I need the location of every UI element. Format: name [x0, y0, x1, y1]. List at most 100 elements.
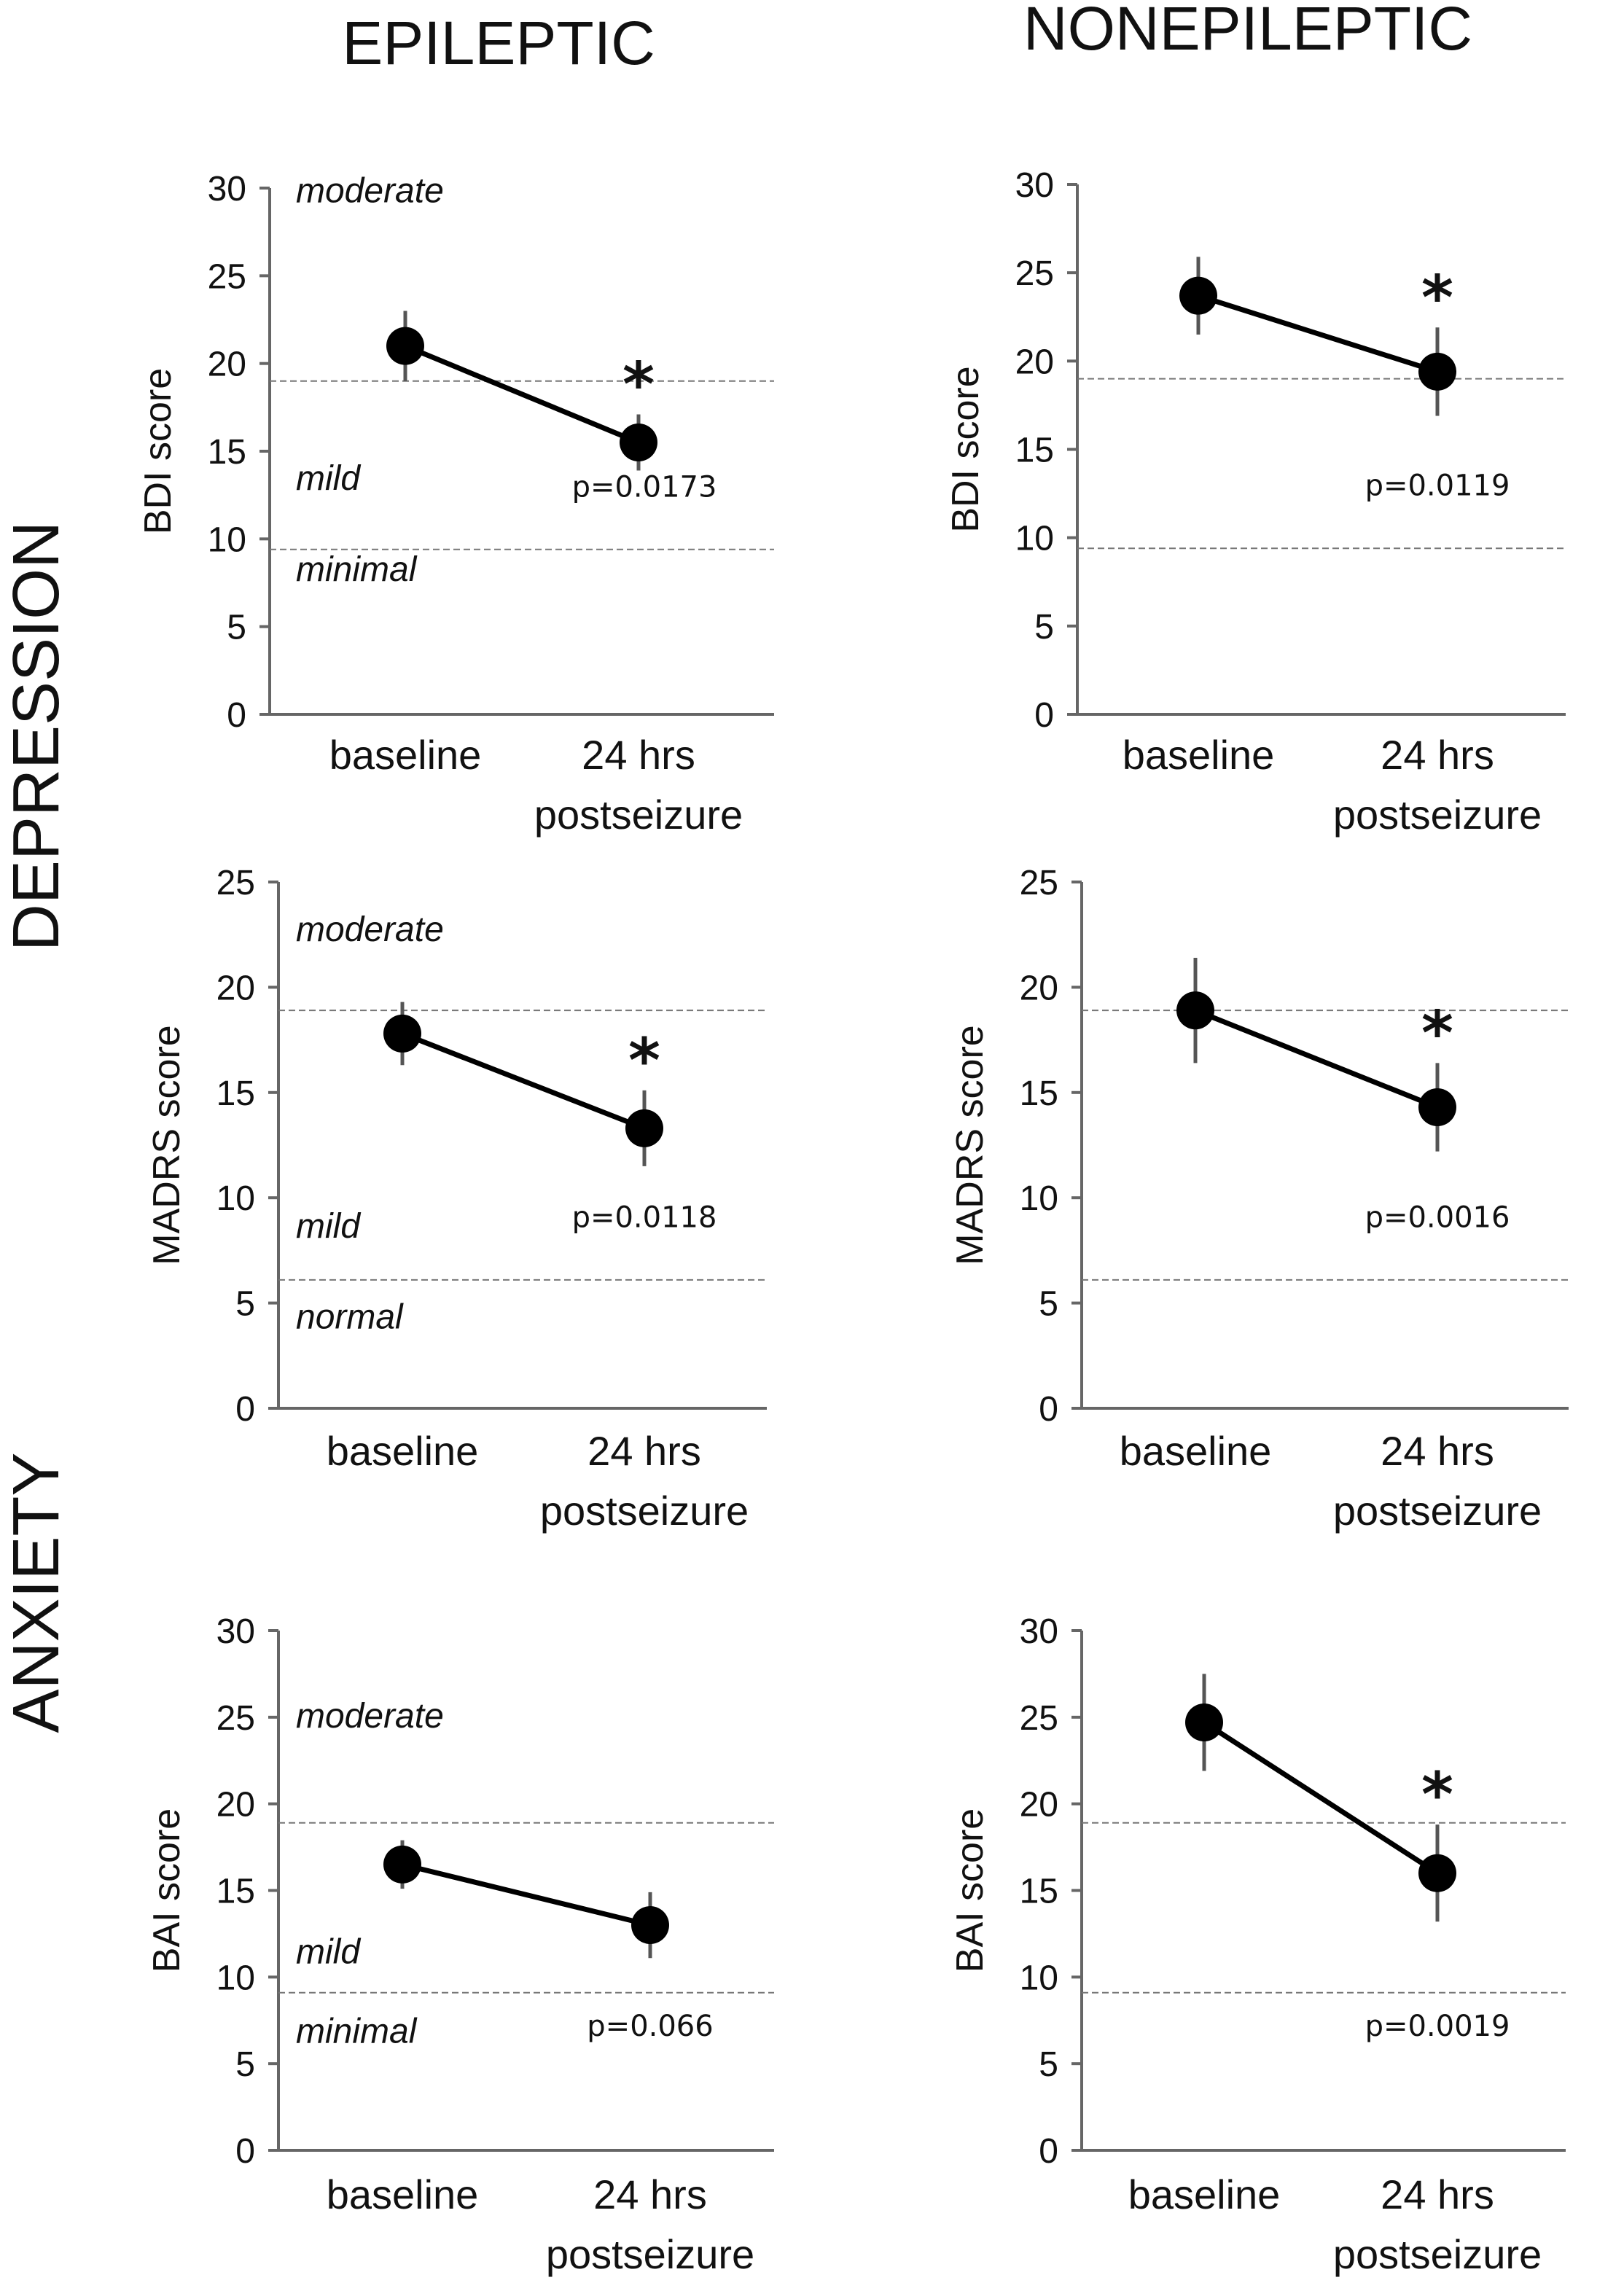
y-axis-label: BAI score: [146, 1808, 188, 1972]
severity-label-minimal: minimal: [296, 550, 418, 589]
category-label: baseline: [327, 1428, 479, 1474]
chart-bai-nonepileptic: 0 5 10 15 20 25 30 BAI score baseline 24 hrs posts…: [949, 1612, 1566, 2277]
category-label: baseline: [1120, 1428, 1272, 1474]
y-axis-label: MADRS score: [146, 1025, 188, 1265]
data-point: [1179, 276, 1217, 315]
severity-label-minimal: minimal: [296, 2013, 418, 2051]
y-tick-label: 10: [1020, 1179, 1058, 1218]
y-tick-label: 5: [235, 1285, 255, 1324]
data-point: [383, 1014, 421, 1053]
severity-label-mild: mild: [296, 1932, 361, 1971]
y-axis-label: BDI score: [945, 366, 987, 532]
significance-star: *: [628, 1025, 660, 1096]
series-line: [1203, 1720, 1439, 1876]
column-title-epileptic: EPILEPTIC: [342, 9, 655, 77]
data-point: [1418, 352, 1456, 391]
y-tick-label: 15: [1020, 1074, 1058, 1113]
p-value-label: p=0.0119: [1365, 469, 1510, 503]
y-tick-label: 0: [1039, 2132, 1058, 2171]
p-value-label: p=0.066: [587, 2010, 713, 2043]
y-tick-label: 20: [216, 1786, 255, 1824]
row-title-anxiety: ANXIETY: [0, 1452, 73, 1733]
category-label: postseizure: [546, 2231, 754, 2277]
category-label: baseline: [329, 732, 482, 778]
severity-label-moderate: moderate: [296, 1697, 444, 1736]
significance-star: *: [1421, 997, 1453, 1069]
data-point: [625, 1109, 663, 1147]
y-tick-label: 25: [1020, 1699, 1058, 1738]
y-axis-label: MADRS score: [949, 1025, 991, 1265]
series-line: [404, 343, 640, 445]
data-point: [1185, 1703, 1223, 1741]
chart-bdi-epileptic: 0 5 10 15 20 25 30 BDI score moderate mild minimal…: [137, 170, 774, 838]
category-label: 24 hrs: [582, 732, 695, 778]
y-tick-label: 20: [1015, 343, 1054, 381]
y-tick-label: 20: [208, 346, 246, 384]
severity-label-mild: mild: [296, 1207, 361, 1246]
y-tick-label: 20: [1020, 969, 1058, 1007]
column-title-nonepileptic: NONEPILEPTIC: [1023, 0, 1472, 63]
data-point: [386, 327, 424, 365]
series-line: [402, 1862, 651, 1928]
y-tick-label: 0: [227, 696, 246, 735]
series-line: [401, 1031, 646, 1131]
category-label: 24 hrs: [1381, 2171, 1494, 2217]
y-tick-label: 20: [216, 969, 255, 1007]
y-tick-label: 10: [216, 1179, 255, 1218]
severity-label-moderate: moderate: [296, 171, 444, 210]
p-value-label: p=0.0019: [1365, 2010, 1510, 2043]
y-tick-label: 20: [1020, 1786, 1058, 1824]
y-tick-label: 25: [1020, 864, 1058, 902]
category-label: postseizure: [1333, 1488, 1542, 1534]
data-point: [1176, 991, 1214, 1030]
severity-label-mild: mild: [296, 459, 361, 498]
row-title-depression: DEPRESSION: [0, 521, 73, 951]
data-point: [631, 1906, 669, 1945]
category-label: postseizure: [534, 792, 743, 838]
data-point: [1418, 1088, 1456, 1127]
category-label: postseizure: [1333, 792, 1542, 838]
category-label: baseline: [1128, 2171, 1281, 2217]
y-axis-label: BAI score: [949, 1808, 991, 1972]
y-tick-label: 10: [216, 1959, 255, 1997]
data-point: [383, 1845, 421, 1884]
y-tick-label: 5: [1039, 1285, 1058, 1324]
y-tick-label: 25: [216, 864, 255, 902]
category-label: postseizure: [540, 1488, 749, 1534]
chart-madrs-epileptic: 0 5 10 15 20 25 MADRS score moderate mild normal b…: [146, 864, 767, 1534]
y-tick-label: 5: [1034, 608, 1054, 647]
chart-bdi-nonepileptic: 0 5 10 15 20 25 30 BDI score baseline 24 hrs posts…: [945, 166, 1566, 838]
y-tick-label: 0: [1039, 1390, 1058, 1429]
significance-star: *: [1421, 1759, 1453, 1830]
y-tick-label: 30: [216, 1612, 255, 1651]
data-point: [620, 423, 657, 461]
chart-bai-epileptic: 0 5 10 15 20 25 30 BAI score moderate mild minimal…: [146, 1612, 774, 2277]
y-axis-label: BDI score: [137, 368, 179, 534]
series-line: [1194, 1007, 1439, 1110]
y-tick-label: 10: [1020, 1959, 1058, 1997]
category-label: 24 hrs: [593, 2171, 707, 2217]
y-tick-label: 5: [1039, 2045, 1058, 2084]
significance-star: *: [1421, 262, 1453, 333]
y-tick-label: 10: [208, 520, 246, 559]
chart-madrs-nonepileptic: 0 5 10 15 20 25 MADRS score baseline 24 hrs posts…: [949, 864, 1569, 1534]
y-tick-label: 15: [216, 1873, 255, 1911]
y-tick-label: 0: [1034, 696, 1054, 735]
y-tick-label: 5: [235, 2045, 255, 2084]
p-value-label: p=0.0016: [1365, 1201, 1510, 1235]
significance-star: *: [622, 348, 655, 420]
data-point: [1418, 1854, 1456, 1892]
category-label: 24 hrs: [1381, 1428, 1494, 1474]
category-label: 24 hrs: [587, 1428, 701, 1474]
y-tick-label: 15: [1015, 432, 1054, 470]
y-tick-label: 5: [227, 609, 246, 647]
series-line: [1197, 293, 1439, 375]
category-label: 24 hrs: [1381, 732, 1494, 778]
severity-label-normal: normal: [296, 1297, 404, 1336]
y-tick-label: 30: [1020, 1612, 1058, 1651]
y-tick-label: 30: [1015, 166, 1054, 205]
y-tick-label: 15: [208, 433, 246, 472]
y-tick-label: 25: [1015, 254, 1054, 293]
y-tick-label: 25: [216, 1699, 255, 1738]
